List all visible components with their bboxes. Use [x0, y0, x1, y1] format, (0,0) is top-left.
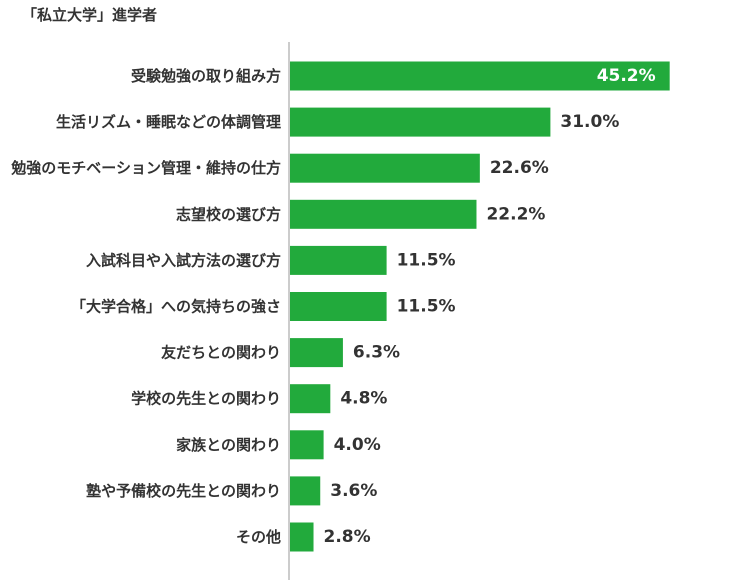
bar — [290, 153, 480, 183]
category-label: 学校の先生との関わり — [131, 390, 281, 408]
data-label: 11.5% — [397, 297, 456, 317]
category-label: 志望校の選び方 — [176, 205, 281, 223]
data-label: 6.3% — [353, 343, 400, 363]
category-label: その他 — [236, 528, 281, 546]
data-label: 2.8% — [324, 527, 371, 547]
category-label: 友だちとの関わり — [161, 344, 281, 362]
bar — [290, 430, 324, 460]
bar — [290, 61, 670, 91]
data-label: 22.2% — [486, 204, 545, 224]
category-label: 受験勉強の取り組み方 — [131, 67, 281, 85]
category-label: 家族との関わり — [176, 436, 281, 454]
data-label: 3.6% — [330, 481, 377, 501]
category-label: 生活リズム・睡眠などの体調管理 — [56, 113, 281, 131]
data-label: 11.5% — [397, 250, 456, 270]
bar — [290, 476, 321, 506]
data-label: 4.0% — [334, 435, 381, 455]
bar — [290, 107, 551, 137]
data-label: 4.8% — [340, 389, 387, 409]
data-label: 45.2% — [597, 66, 656, 86]
data-label: 22.6% — [490, 158, 549, 178]
bar — [290, 245, 387, 275]
data-label: 31.0% — [560, 112, 619, 132]
bar — [290, 338, 343, 368]
bar — [290, 522, 314, 552]
bar — [290, 384, 331, 414]
bar — [290, 199, 477, 229]
category-label: 勉強のモチベーション管理・維持の仕方 — [10, 159, 281, 177]
chart-title: 「私立大学」進学者 — [22, 6, 158, 24]
category-label: 塾や予備校の先生との関わり — [86, 482, 281, 500]
category-label: 「大学合格」への気持ちの強さ — [71, 298, 281, 316]
bar — [290, 292, 387, 321]
category-label: 入試科目や入試方法の選び方 — [86, 251, 281, 269]
